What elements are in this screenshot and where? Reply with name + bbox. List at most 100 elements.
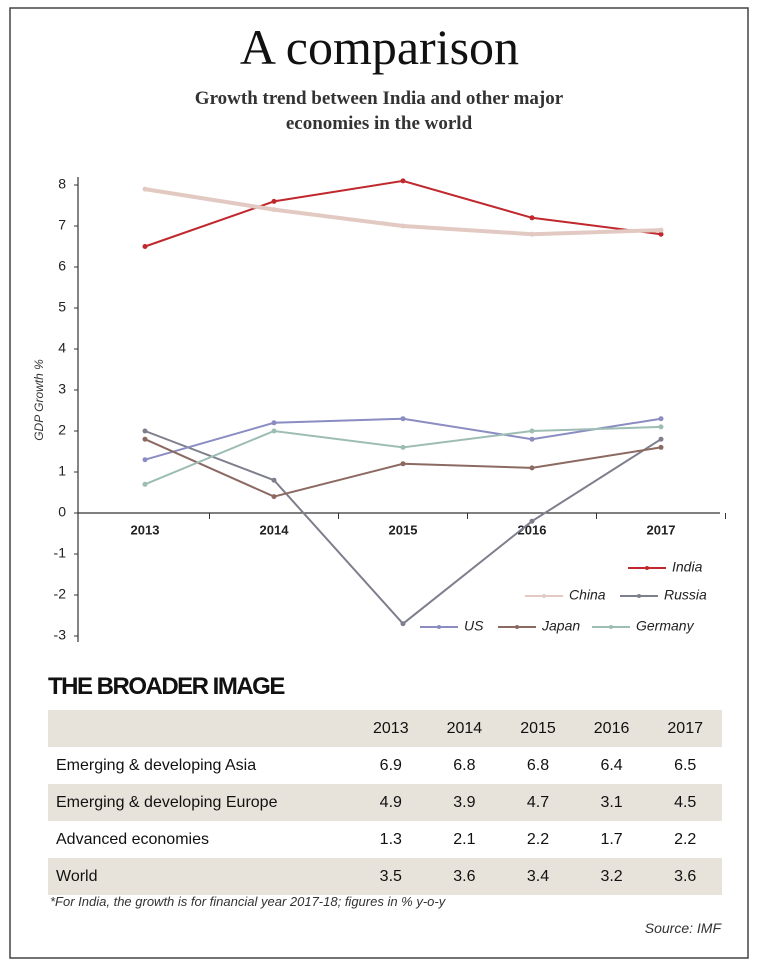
table-cell: 2017 bbox=[648, 710, 722, 747]
x-tick-label: 2014 bbox=[260, 522, 290, 537]
point bbox=[400, 621, 406, 627]
point bbox=[529, 518, 535, 524]
table-cell: 6.5 bbox=[674, 756, 697, 774]
chart-title: A comparison bbox=[239, 19, 520, 75]
table-row: Advanced economies 1.3 2.1 2.2 1.7 2.2 bbox=[48, 821, 722, 858]
table-cell: 2015 bbox=[501, 710, 575, 747]
table-cell: 3.9 bbox=[427, 784, 502, 821]
x-tick-label: 2013 bbox=[131, 522, 160, 537]
point bbox=[271, 428, 277, 434]
legend-label: Russia bbox=[664, 587, 707, 603]
table-cell: 1.3 bbox=[379, 830, 402, 848]
point bbox=[658, 436, 664, 442]
point bbox=[271, 477, 277, 483]
point bbox=[271, 420, 277, 426]
point bbox=[658, 227, 664, 233]
table-cell: World bbox=[48, 858, 354, 895]
point bbox=[271, 198, 277, 204]
legend-dot bbox=[542, 594, 546, 598]
frame bbox=[9, 7, 749, 959]
table-cell: 2.2 bbox=[526, 830, 550, 848]
legend-dot bbox=[645, 566, 649, 570]
point bbox=[529, 436, 535, 442]
table-cell: 3.4 bbox=[501, 858, 575, 895]
table-cell: 2014 bbox=[427, 710, 502, 747]
y-tick-label: -2 bbox=[54, 586, 67, 602]
legend-label: US bbox=[464, 618, 484, 634]
y-tick-label: 4 bbox=[58, 340, 66, 356]
y-tick-label: 3 bbox=[58, 381, 66, 397]
table-cell: 6.4 bbox=[600, 756, 623, 774]
table-cell: 1.7 bbox=[600, 830, 623, 848]
table-cell: 2.1 bbox=[453, 830, 476, 848]
data-table: 2013 2014 2015 2016 2017 Emerging & developin… bbox=[48, 710, 722, 895]
point bbox=[142, 428, 148, 434]
table-cell: 6.9 bbox=[379, 756, 402, 774]
point bbox=[400, 416, 406, 422]
table-title: THE BROADER IMAGE bbox=[48, 673, 285, 700]
point bbox=[400, 178, 406, 184]
table-cell: Advanced economies bbox=[56, 830, 209, 848]
point bbox=[271, 207, 277, 213]
point bbox=[658, 416, 664, 422]
y-tick-label: 0 bbox=[58, 504, 66, 520]
table-cell: Emerging & developing Europe bbox=[48, 784, 354, 821]
source: Source: IMF bbox=[644, 920, 721, 936]
table-cell: 3.1 bbox=[574, 784, 649, 821]
table-cell: 3.2 bbox=[574, 858, 649, 895]
series-line bbox=[144, 179, 662, 248]
table-cell: 3.6 bbox=[648, 858, 722, 895]
table-cell: 3.6 bbox=[427, 858, 502, 895]
table-cell: 2.2 bbox=[674, 830, 697, 848]
table-cell: 3.5 bbox=[354, 858, 428, 895]
table-cell: 4.5 bbox=[648, 784, 722, 821]
table-row: World 3.5 3.6 3.4 3.2 3.6 bbox=[48, 858, 722, 895]
point bbox=[529, 465, 535, 471]
legend-dot bbox=[609, 625, 613, 629]
point bbox=[529, 215, 535, 221]
point bbox=[142, 186, 148, 192]
x-tick-label: 2015 bbox=[389, 522, 418, 537]
point bbox=[271, 494, 277, 500]
y-axis-label: GDP Growth % bbox=[32, 359, 46, 441]
point bbox=[142, 436, 148, 442]
legend-label: Japan bbox=[541, 618, 580, 634]
table-row: Emerging & developing Asia 6.9 6.8 6.8 6.4 6.… bbox=[48, 747, 722, 784]
legend-dot bbox=[437, 625, 441, 629]
point bbox=[400, 444, 406, 450]
point bbox=[400, 223, 406, 229]
y-tick-label: 8 bbox=[58, 176, 66, 192]
table-cell: 6.8 bbox=[526, 756, 550, 774]
point bbox=[400, 461, 406, 467]
legend-dot bbox=[515, 625, 519, 629]
point bbox=[529, 231, 535, 237]
point bbox=[142, 244, 148, 249]
table-cell: 6.8 bbox=[453, 756, 476, 774]
table-cell bbox=[48, 710, 354, 747]
chart-subtitle: Growth trend between India and other maj… bbox=[194, 88, 564, 134]
y-tick-label: 5 bbox=[58, 299, 66, 315]
series-line bbox=[144, 425, 662, 486]
footnote: *For India, the growth is for financial … bbox=[50, 894, 446, 909]
y-tick-label: 2 bbox=[58, 422, 66, 438]
legend-dot bbox=[637, 594, 641, 598]
y-tick-label: -1 bbox=[54, 545, 67, 561]
table-cell: 4.7 bbox=[501, 784, 575, 821]
y-tick-label: 6 bbox=[58, 258, 66, 274]
table-row: 2013 2014 2015 2016 2017 bbox=[48, 710, 722, 747]
legend-label: Germany bbox=[636, 618, 695, 634]
point bbox=[658, 231, 664, 237]
table-cell: 4.9 bbox=[354, 784, 428, 821]
point bbox=[658, 424, 664, 430]
point bbox=[529, 428, 535, 434]
y-tick-label: 1 bbox=[58, 463, 66, 479]
point bbox=[142, 457, 148, 463]
table-cell: 2013 bbox=[354, 710, 428, 747]
legend-label: China bbox=[569, 587, 606, 603]
point bbox=[142, 481, 148, 487]
table-cell: Emerging & developing Asia bbox=[56, 756, 257, 774]
x-tick-label: 2017 bbox=[647, 522, 676, 537]
legend-label: India bbox=[672, 559, 703, 575]
